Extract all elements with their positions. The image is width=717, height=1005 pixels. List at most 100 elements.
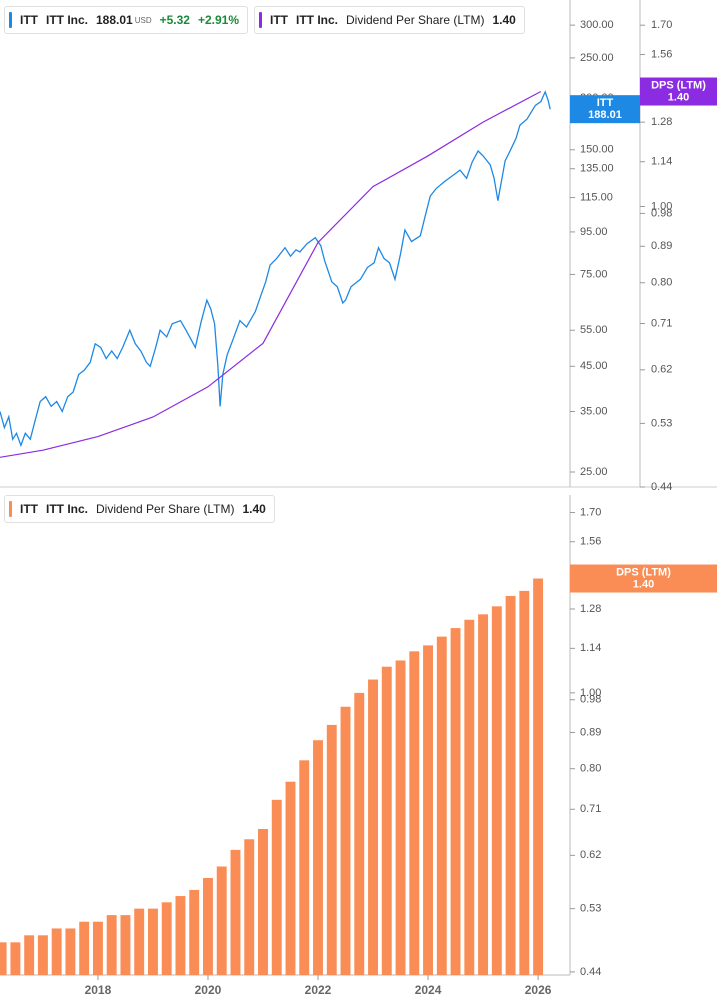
y-tick-label: 55.00 [580, 324, 608, 336]
legend-currency: USD [134, 15, 152, 25]
bar [148, 908, 158, 975]
badge-label: DPS (LTM) [616, 566, 671, 578]
bar [258, 828, 268, 975]
bar [24, 935, 35, 975]
y-tick-label: 1.14 [651, 156, 672, 168]
x-tick-label: 2024 [415, 983, 442, 997]
y-tick-label: 135.00 [580, 163, 614, 175]
y-tick-label: 150.00 [580, 144, 614, 156]
bar [491, 606, 502, 975]
y-tick-label: 1.28 [651, 116, 672, 128]
legend: ITT ITT Inc. Dividend Per Share (LTM) 1.… [4, 495, 275, 523]
y-tick-label: 0.62 [651, 364, 672, 376]
y-tick-label: 1.14 [580, 642, 601, 654]
y-tick-label: 0.62 [580, 849, 601, 861]
bar [175, 896, 186, 975]
bar [354, 692, 365, 975]
bar [368, 679, 378, 975]
badge-label: ITT [597, 97, 614, 109]
legend-company: ITT Inc. [46, 502, 88, 516]
legend-ticker: ITT [20, 502, 38, 516]
bar [189, 889, 200, 975]
bar [533, 578, 544, 975]
bar [326, 724, 337, 975]
bar [395, 660, 406, 975]
y-tick-label: 0.53 [651, 417, 672, 429]
bar [271, 799, 282, 975]
legend-value: 1.40 [492, 13, 516, 27]
y-tick-label: 0.53 [580, 903, 601, 915]
bar [37, 935, 48, 975]
bar [505, 595, 516, 975]
legend-swatch [9, 12, 12, 28]
y-tick-label: 0.89 [580, 726, 601, 738]
y-tick-label: 0.44 [651, 481, 672, 493]
bar [203, 878, 213, 975]
legend-swatch [9, 501, 12, 517]
y-tick-label: 250.00 [580, 52, 614, 64]
x-tick-label: 2022 [305, 983, 332, 997]
y-tick-label: 0.98 [580, 694, 601, 706]
bar [120, 915, 131, 975]
axis-badge [570, 564, 717, 593]
y-tick-label: 95.00 [580, 226, 608, 238]
x-tick-label: 2026 [525, 983, 552, 997]
legend-name: ITT Inc. [46, 13, 88, 27]
bar [313, 740, 323, 975]
y-tick-label: 0.44 [580, 966, 601, 978]
bar [0, 942, 7, 975]
y-tick-label: 0.71 [580, 803, 601, 815]
y-tick-label: 1.70 [651, 19, 672, 31]
y-tick-label: 115.00 [580, 191, 613, 203]
series-line [0, 90, 542, 458]
legend: ITT ITT Inc. Dividend Per Share (LTM) 1.… [254, 6, 525, 34]
x-tick-label: 2018 [85, 983, 112, 997]
bar [51, 928, 62, 975]
bar [409, 651, 420, 975]
bar [10, 942, 21, 975]
y-tick-label: 45.00 [580, 360, 608, 372]
legend-company: ITT Inc. [296, 13, 338, 27]
x-tick-label: 2020 [195, 983, 222, 997]
legend-swatch [259, 12, 262, 28]
bar [106, 915, 117, 975]
bar [161, 902, 172, 975]
axis-badge [640, 77, 717, 106]
bar [134, 908, 145, 975]
y-tick-label: 25.00 [580, 466, 608, 478]
y-tick-label: 1.00 [580, 687, 601, 699]
bar [79, 921, 90, 975]
y-tick-label: 1.28 [580, 603, 601, 615]
bar [423, 645, 434, 975]
bar [381, 666, 392, 975]
bar [464, 619, 475, 975]
bar [244, 839, 255, 975]
y-tick-label: 0.80 [580, 763, 601, 775]
badge-value: 188.01 [588, 109, 622, 121]
axis-badge [570, 95, 640, 124]
badge-value: 1.40 [633, 578, 654, 590]
badge-value: 1.40 [668, 91, 689, 103]
y-tick-label: 75.00 [580, 268, 608, 280]
bar [285, 781, 296, 975]
bar [216, 866, 227, 975]
legend-name: Dividend Per Share (LTM) [346, 13, 485, 27]
y-tick-label: 1.00 [651, 200, 672, 212]
y-tick-label: 0.80 [651, 277, 672, 289]
badge-label: DPS (LTM) [651, 79, 706, 91]
legend-ticker: ITT [270, 13, 288, 27]
y-tick-label: 1.70 [580, 506, 601, 518]
bar [450, 628, 461, 975]
y-tick-label: 0.98 [651, 207, 672, 219]
bar [436, 636, 447, 975]
legend-change-pct: +2.91% [197, 13, 240, 27]
legend-value: 1.40 [242, 502, 266, 516]
y-tick-label: 1.56 [651, 48, 672, 60]
bar [519, 590, 530, 975]
bar [299, 760, 310, 975]
bar [65, 928, 76, 975]
bar [340, 706, 351, 975]
y-tick-label: 1.56 [580, 536, 601, 548]
